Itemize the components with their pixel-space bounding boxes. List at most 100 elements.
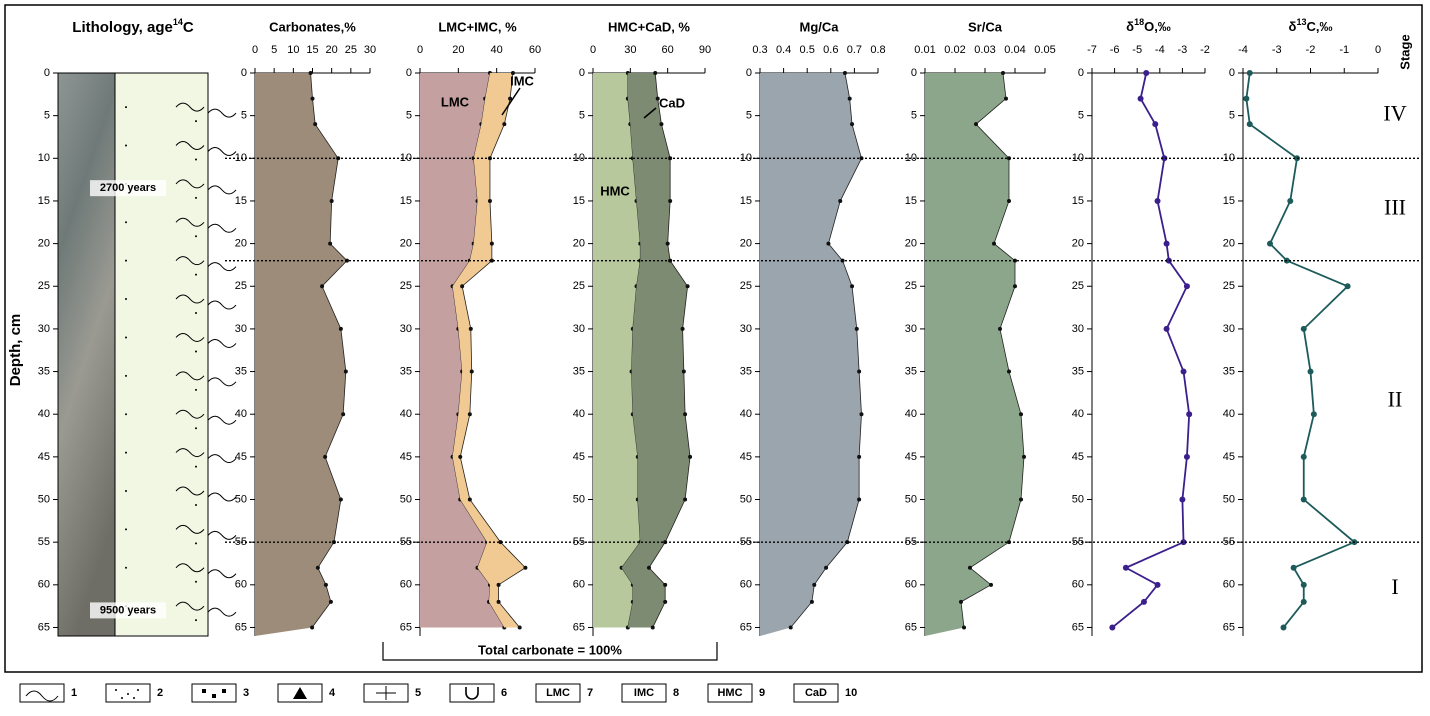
y-tick-label: 40 [400, 408, 412, 420]
marker [812, 582, 817, 587]
dot-symbol [125, 106, 127, 109]
marker [1143, 70, 1150, 76]
marker [847, 96, 852, 101]
wave-symbol [175, 448, 205, 458]
y-tick-label: 15 [235, 195, 247, 207]
annotation: 9500 years [100, 604, 156, 616]
title-part: C [183, 19, 194, 36]
marker [1310, 411, 1317, 418]
marker [663, 582, 668, 587]
photo [58, 73, 115, 636]
y-tick-label: 60 [1072, 579, 1084, 591]
legend-symbol [25, 690, 59, 702]
y-tick-label: 40 [905, 408, 917, 420]
legend-symbol [133, 697, 135, 699]
legend-box [707, 683, 753, 703]
y-tick-label: 35 [38, 365, 50, 377]
stage-label: IV [1383, 101, 1406, 126]
wave-symbol [175, 217, 205, 227]
y-tick-label: 35 [1072, 365, 1084, 377]
y-tick-label: 25 [573, 280, 585, 292]
marker [850, 122, 855, 127]
marker [1246, 121, 1253, 128]
marker [1300, 581, 1307, 588]
title-part: 13 [1296, 17, 1306, 27]
marker [650, 625, 655, 630]
wave-symbol [175, 601, 205, 611]
dot-symbol [125, 451, 127, 454]
marker [1109, 624, 1116, 631]
legend-symbol [127, 693, 129, 695]
marker [685, 284, 690, 289]
legend-symbol [293, 687, 307, 699]
marker [1246, 70, 1253, 76]
marker [842, 71, 847, 75]
legend-label: 6 [501, 687, 507, 699]
legend-label: 5 [415, 687, 421, 699]
marker [498, 540, 503, 545]
bracket [382, 642, 718, 661]
area-edge [452, 72, 505, 628]
marker [1267, 240, 1273, 247]
marker [653, 71, 658, 75]
series-label: IMC [510, 73, 534, 88]
total-label: Total carbonate = 100% [478, 642, 622, 657]
marker [680, 326, 685, 331]
label-arrow [643, 107, 657, 119]
x-tick-label: 0.7 [847, 44, 862, 56]
marker [460, 284, 465, 289]
marker [310, 96, 315, 101]
panel-title: HMC+CaD, % [608, 19, 690, 34]
panel-title: δ13C,‰ [1289, 17, 1333, 34]
dot-symbol [125, 259, 127, 262]
marker [1179, 496, 1186, 503]
y-tick-label: 20 [38, 238, 50, 250]
area-fill [255, 73, 347, 636]
x-tick-label: 0 [417, 44, 423, 56]
marker [809, 599, 814, 604]
marker [688, 454, 693, 459]
title-part: 18 [1134, 17, 1144, 27]
area-fill [760, 73, 862, 636]
y-tick-label: 40 [38, 408, 50, 420]
y-tick-label: 65 [235, 621, 247, 633]
y-tick-label: 5 [241, 110, 247, 122]
y-tick-label: 25 [1072, 280, 1084, 292]
series-label: CaD [659, 95, 685, 110]
y-tick-label: 50 [740, 493, 752, 505]
marker [1280, 624, 1287, 631]
marker [487, 198, 492, 203]
panel-title: Carbonates,% [269, 19, 356, 34]
y-tick-label: 20 [573, 238, 585, 250]
x-tick-label: 20 [452, 44, 464, 56]
marker [989, 582, 993, 587]
title-part: O,‰ [1144, 19, 1171, 34]
y-tick-label: 15 [38, 195, 50, 207]
marker [1013, 284, 1017, 289]
area-fill [621, 73, 691, 628]
dot-symbol [195, 273, 197, 276]
marker [1180, 368, 1187, 375]
marker [523, 565, 528, 570]
x-tick-label: 0.05 [1034, 44, 1055, 56]
marker [1165, 257, 1172, 264]
marker [517, 625, 522, 630]
marker [683, 412, 688, 417]
y-tick-label: 5 [44, 110, 50, 122]
y-tick-label: 45 [400, 451, 412, 463]
legend-label: 1 [71, 687, 77, 699]
y-tick-label: 20 [740, 238, 752, 250]
dot-symbol [195, 619, 197, 622]
marker [668, 198, 673, 203]
y-tick-label: 65 [740, 621, 752, 633]
dot-symbol [195, 235, 197, 238]
wave-symbol [207, 338, 237, 348]
y-tick-label: 0 [911, 67, 917, 79]
wave-symbol [207, 147, 237, 157]
y-tick-label: 60 [38, 579, 50, 591]
title-part: Lithology, age [72, 19, 173, 36]
marker [681, 369, 686, 374]
marker [962, 625, 966, 630]
marker [850, 284, 855, 289]
area-fill [420, 73, 505, 628]
